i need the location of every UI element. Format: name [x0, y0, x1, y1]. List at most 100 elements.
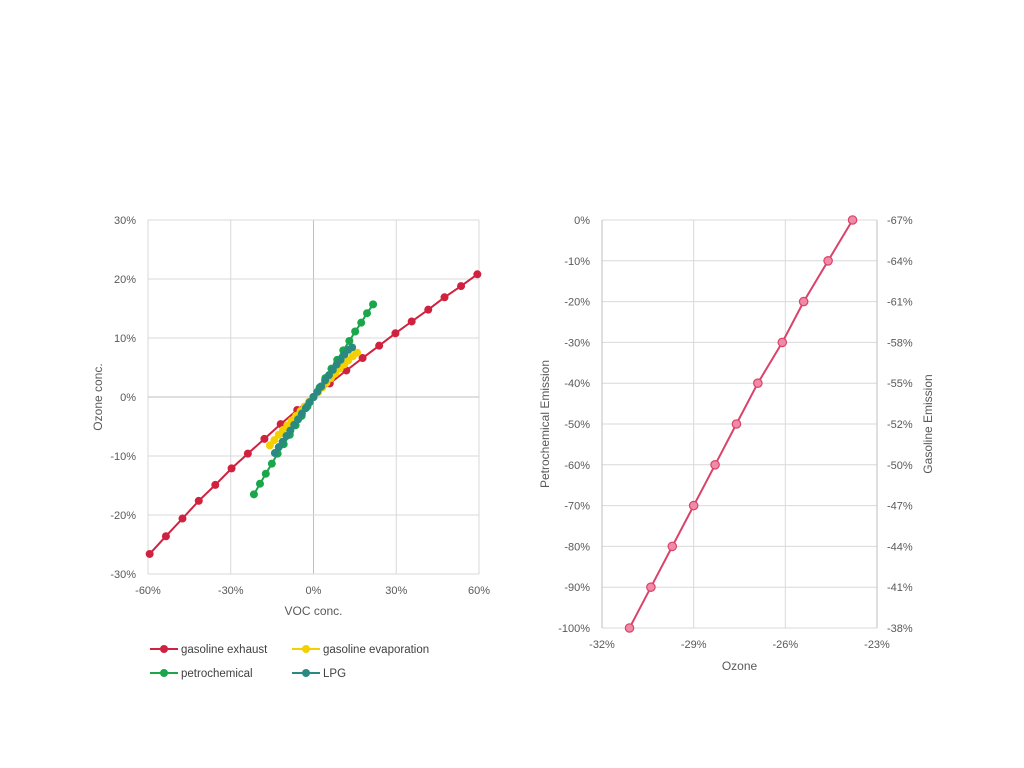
- y-tick-label: -100%: [558, 623, 590, 635]
- voc-ozone-chart: -60% -30% 0% 30% 60% 30% 20% 10% 0% -10% -20% -30% V…: [91, 215, 490, 618]
- y-tick-label: 0%: [574, 215, 590, 227]
- data-point-gasoline-evaporation: [353, 348, 362, 357]
- x-tick-label: 60%: [468, 585, 490, 597]
- legend-swatch-marker: [302, 645, 310, 653]
- y2-tick-label: -67%: [887, 215, 913, 227]
- x-axis-title: Ozone: [722, 659, 758, 673]
- y-tick-label: -10%: [564, 256, 590, 268]
- data-point-gasoline-exhaust: [473, 270, 482, 279]
- y2-tick-label: -41%: [887, 582, 913, 594]
- data-point-gasoline-exhaust: [211, 480, 220, 489]
- data-point: [624, 623, 635, 633]
- data-point-gasoline-exhaust: [243, 449, 252, 458]
- y-tick-label: -70%: [564, 501, 590, 513]
- data-point-lpg: [348, 343, 357, 352]
- y2-tick-label: -44%: [887, 541, 913, 553]
- data-point-gasoline-exhaust: [227, 464, 236, 473]
- y2-tick-label: -58%: [887, 337, 913, 349]
- data-point-petrochemical: [249, 490, 258, 499]
- y2-tick-label: -64%: [887, 256, 913, 268]
- ozone-emission-chart: -32% -29% -26% -23% 0% -10% -20% -30% -40% -50% -6…: [538, 215, 935, 673]
- y-tick-label: -80%: [564, 541, 590, 553]
- data-point-gasoline-evaporation: [265, 441, 274, 450]
- data-point: [798, 296, 809, 307]
- legend-item-lpg: LPG: [292, 668, 346, 680]
- data-point: [688, 500, 699, 511]
- data-point-lpg: [317, 382, 326, 391]
- x-tick-label: 0%: [306, 585, 322, 597]
- chart-legend: gasoline exhaust gasoline evaporation petr…: [150, 644, 429, 680]
- data-point-gasoline-exhaust: [145, 549, 154, 558]
- data-point-lpg: [294, 415, 303, 424]
- data-point-petrochemical: [357, 318, 366, 327]
- data-point-petrochemical: [351, 327, 360, 336]
- y-tick-label: -90%: [564, 582, 590, 594]
- x-tick-label: -30%: [218, 585, 244, 597]
- data-point-petrochemical: [255, 479, 264, 488]
- data-point-petrochemical: [345, 336, 354, 345]
- data-point-gasoline-exhaust: [178, 514, 187, 523]
- y-tick-label: -50%: [564, 419, 590, 431]
- data-point-lpg: [270, 449, 279, 458]
- data-point-petrochemical: [267, 459, 276, 468]
- data-point: [777, 337, 788, 348]
- data-point-lpg: [278, 437, 287, 446]
- x-tick-label: -26%: [772, 639, 798, 651]
- legend-item-gasoline-exhaust: gasoline exhaust: [150, 644, 268, 656]
- data-point: [753, 378, 763, 388]
- data-point-gasoline-exhaust: [375, 341, 384, 350]
- y-tick-label: 30%: [114, 215, 136, 227]
- y-axis-title: Petrochemical Emission: [538, 360, 552, 488]
- data-point-gasoline-exhaust: [440, 293, 449, 302]
- y-tick-label: -30%: [110, 569, 136, 581]
- y-tick-label: -10%: [110, 451, 136, 463]
- y2-tick-label: -38%: [887, 623, 913, 635]
- y2-tick-label: -61%: [887, 297, 913, 309]
- data-point: [710, 459, 720, 470]
- legend-swatch-marker: [302, 669, 310, 677]
- data-point-lpg: [286, 426, 295, 435]
- data-point: [646, 582, 656, 592]
- data-point-gasoline-exhaust: [391, 329, 400, 338]
- y2-tick-label: -50%: [887, 460, 913, 472]
- y-tick-label: -30%: [564, 337, 590, 349]
- x-tick-label: 30%: [385, 585, 407, 597]
- y2-tick-label: -52%: [887, 419, 913, 431]
- y-tick-label: 10%: [114, 333, 136, 345]
- y2-tick-label: -55%: [887, 378, 913, 390]
- y2-axis-title: Gasoline Emission: [921, 374, 935, 473]
- data-point-gasoline-exhaust: [194, 496, 203, 505]
- legend-label: LPG: [323, 668, 346, 680]
- data-point: [731, 419, 742, 429]
- y-tick-label: 20%: [114, 274, 136, 286]
- legend-swatch-marker: [160, 669, 168, 677]
- data-point-petrochemical: [369, 300, 378, 309]
- x-tick-label: -29%: [681, 639, 707, 651]
- legend-label: gasoline exhaust: [181, 644, 268, 656]
- data-point-gasoline-exhaust: [260, 434, 269, 443]
- data-point-lpg: [301, 404, 310, 413]
- legend-label: petrochemical: [181, 668, 253, 680]
- data-point-gasoline-exhaust: [161, 532, 170, 541]
- y2-tick-label: -47%: [887, 501, 913, 513]
- x-tick-label: -60%: [135, 585, 161, 597]
- legend-item-petrochemical: petrochemical: [150, 668, 253, 680]
- data-point-gasoline-exhaust: [457, 282, 466, 291]
- x-axis-title: VOC conc.: [284, 604, 342, 618]
- data-point: [667, 541, 678, 552]
- legend-label: gasoline evaporation: [323, 644, 429, 656]
- y-tick-label: 0%: [120, 392, 136, 404]
- data-point-petrochemical: [261, 469, 270, 478]
- data-point: [847, 215, 858, 225]
- y-axis-title: Ozone conc.: [91, 363, 105, 430]
- y-tick-label: -20%: [564, 297, 590, 309]
- y-tick-label: -60%: [564, 460, 590, 472]
- legend-swatch-marker: [160, 645, 168, 653]
- legend-item-gasoline-evaporation: gasoline evaporation: [292, 644, 429, 656]
- y-tick-label: -40%: [564, 378, 590, 390]
- data-point-gasoline-exhaust: [407, 317, 416, 326]
- y-tick-label: -20%: [110, 510, 136, 522]
- data-point-petrochemical: [363, 309, 372, 318]
- data-point: [823, 255, 833, 266]
